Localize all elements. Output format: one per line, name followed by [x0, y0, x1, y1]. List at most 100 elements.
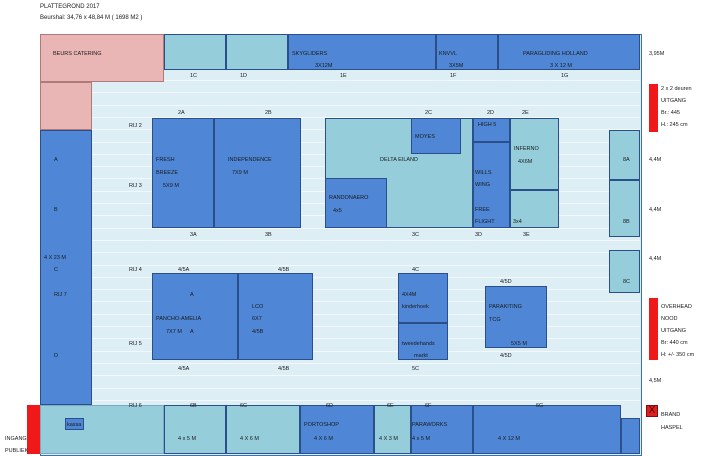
- floor-line: [92, 117, 640, 118]
- catering-extension[interactable]: [40, 82, 92, 130]
- plan-label: 5C: [412, 366, 420, 372]
- plan-label: 1F: [450, 73, 457, 79]
- plan-label: UITGANG: [661, 328, 687, 334]
- plan-label: 4 X 6 M: [240, 436, 259, 442]
- booth-bottom-corner[interactable]: [621, 418, 640, 454]
- booth-paragliding-holland[interactable]: [498, 34, 640, 70]
- floor-line: [92, 289, 640, 290]
- plan-label: 4/5A: [178, 267, 190, 273]
- booth-8a[interactable]: [609, 130, 640, 180]
- plan-label: 2B: [265, 110, 272, 116]
- plan-label: OVERHEAD: [661, 304, 692, 310]
- booth-6e[interactable]: [374, 405, 411, 454]
- plan-label: 4/5A: [178, 366, 190, 372]
- plan-label: 4X4M: [402, 292, 417, 298]
- booth-parakiting-tcg[interactable]: [485, 286, 547, 348]
- plan-label: 3E: [523, 232, 530, 238]
- plan-label: 2 x 2 deuren: [661, 86, 692, 92]
- booth-fresh-breeze[interactable]: [152, 118, 214, 228]
- booth-lco[interactable]: [238, 273, 313, 360]
- booth-moyes[interactable]: [411, 118, 461, 154]
- booth-kinderhoek[interactable]: [398, 273, 448, 323]
- plan-label: RIJ 6: [129, 403, 142, 409]
- plan-label: RIJ 2: [129, 123, 142, 129]
- plan-label: INGANG: [5, 436, 27, 442]
- booth-randonaero[interactable]: [325, 178, 387, 228]
- booth-1c[interactable]: [164, 34, 226, 70]
- kassa-counter[interactable]: [65, 418, 84, 430]
- booth-paraworks[interactable]: [411, 405, 473, 454]
- booth-3e[interactable]: [510, 190, 559, 228]
- plan-label: 3D: [475, 232, 483, 238]
- plan-label: 3x4: [513, 219, 522, 225]
- plan-label: DELTA EILAND: [380, 157, 419, 163]
- floor-line: [92, 301, 640, 302]
- plan-label: 4/5B: [252, 329, 264, 335]
- booth-high5[interactable]: [473, 118, 510, 142]
- plan-label: 4 X 12 M: [498, 436, 521, 442]
- plan-label: C: [54, 267, 58, 273]
- plan-label: PARAKITING: [489, 304, 522, 310]
- plan-label: HASPEL: [661, 425, 683, 431]
- booth-6b[interactable]: [164, 405, 226, 454]
- plan-label: 6F: [425, 403, 432, 409]
- fire-hose-marker: X: [646, 405, 658, 417]
- booth-beurs-catering[interactable]: [40, 34, 164, 82]
- plan-label: KNVVL: [439, 51, 458, 57]
- hall-dimensions: Beurshal: 34,76 x 48,84 M ( 1698 M2 ): [40, 15, 143, 21]
- booth-pancho-amelia[interactable]: [152, 273, 238, 360]
- plan-label: RIJ 7: [54, 292, 67, 298]
- booth-independence[interactable]: [214, 118, 301, 228]
- plan-label: 2E: [522, 110, 529, 116]
- floor-line: [92, 400, 640, 401]
- plan-label: UITGANG: [661, 98, 687, 104]
- floor-line: [92, 228, 640, 229]
- plan-label: 6B: [190, 403, 197, 409]
- floor-line: [92, 265, 640, 266]
- plan-label: INDEPENDENCE: [228, 157, 272, 163]
- plan-label: WING: [475, 182, 490, 188]
- booth-6g[interactable]: [473, 405, 621, 454]
- plan-label: 4,4M: [649, 207, 662, 213]
- plan-label: H.: 245 cm: [661, 122, 688, 128]
- plan-label: RIJ 4: [129, 267, 142, 273]
- plan-label: Br: 440 cm: [661, 340, 688, 346]
- booth-tweedehands-markt[interactable]: [398, 323, 448, 360]
- plan-label: PARAWORKS: [412, 422, 448, 428]
- plan-label: 8A: [623, 157, 630, 163]
- booth-wills-wing[interactable]: [473, 142, 510, 228]
- plan-label: INFERNO: [514, 146, 539, 152]
- exit-door-top: [649, 84, 658, 132]
- plan-label: MOYES: [415, 134, 435, 140]
- plan-label: 3C: [412, 232, 420, 238]
- plan-label: SKYGLIDERS: [292, 51, 328, 57]
- floor-line: [92, 92, 640, 93]
- booth-skygliders[interactable]: [288, 34, 436, 70]
- plan-label: 4,4M: [649, 256, 662, 262]
- plan-label: FREE: [475, 207, 490, 213]
- booth-8c[interactable]: [609, 250, 640, 293]
- plan-label: BRAND: [661, 412, 681, 418]
- booth-left-column[interactable]: [40, 130, 92, 405]
- floor-line: [92, 277, 640, 278]
- plan-label: tweedehands: [402, 341, 435, 347]
- emergency-exit-door: [649, 298, 658, 360]
- plan-label: PARAGLIDING HOLLAND: [523, 51, 588, 57]
- floor-line: [92, 351, 640, 352]
- booth-6c[interactable]: [226, 405, 300, 454]
- plan-label: LCO: [252, 304, 264, 310]
- plan-label: H: +/- 350 cm: [661, 352, 695, 358]
- plan-label: 1C: [190, 73, 198, 79]
- booth-inferno[interactable]: [510, 118, 559, 190]
- plan-label: TCG: [489, 317, 501, 323]
- plan-label: PORTOSHOP: [304, 422, 339, 428]
- booth-portoshop[interactable]: [300, 405, 374, 454]
- plan-label: A: [54, 157, 58, 163]
- plan-label: 2A: [178, 110, 185, 116]
- entrance-area: [40, 405, 164, 454]
- plan-label: BEURS CATERING: [53, 51, 102, 57]
- booth-1d[interactable]: [226, 34, 288, 70]
- booth-knvvl[interactable]: [436, 34, 498, 70]
- booth-8b[interactable]: [609, 180, 640, 237]
- plan-label: 6C: [240, 403, 248, 409]
